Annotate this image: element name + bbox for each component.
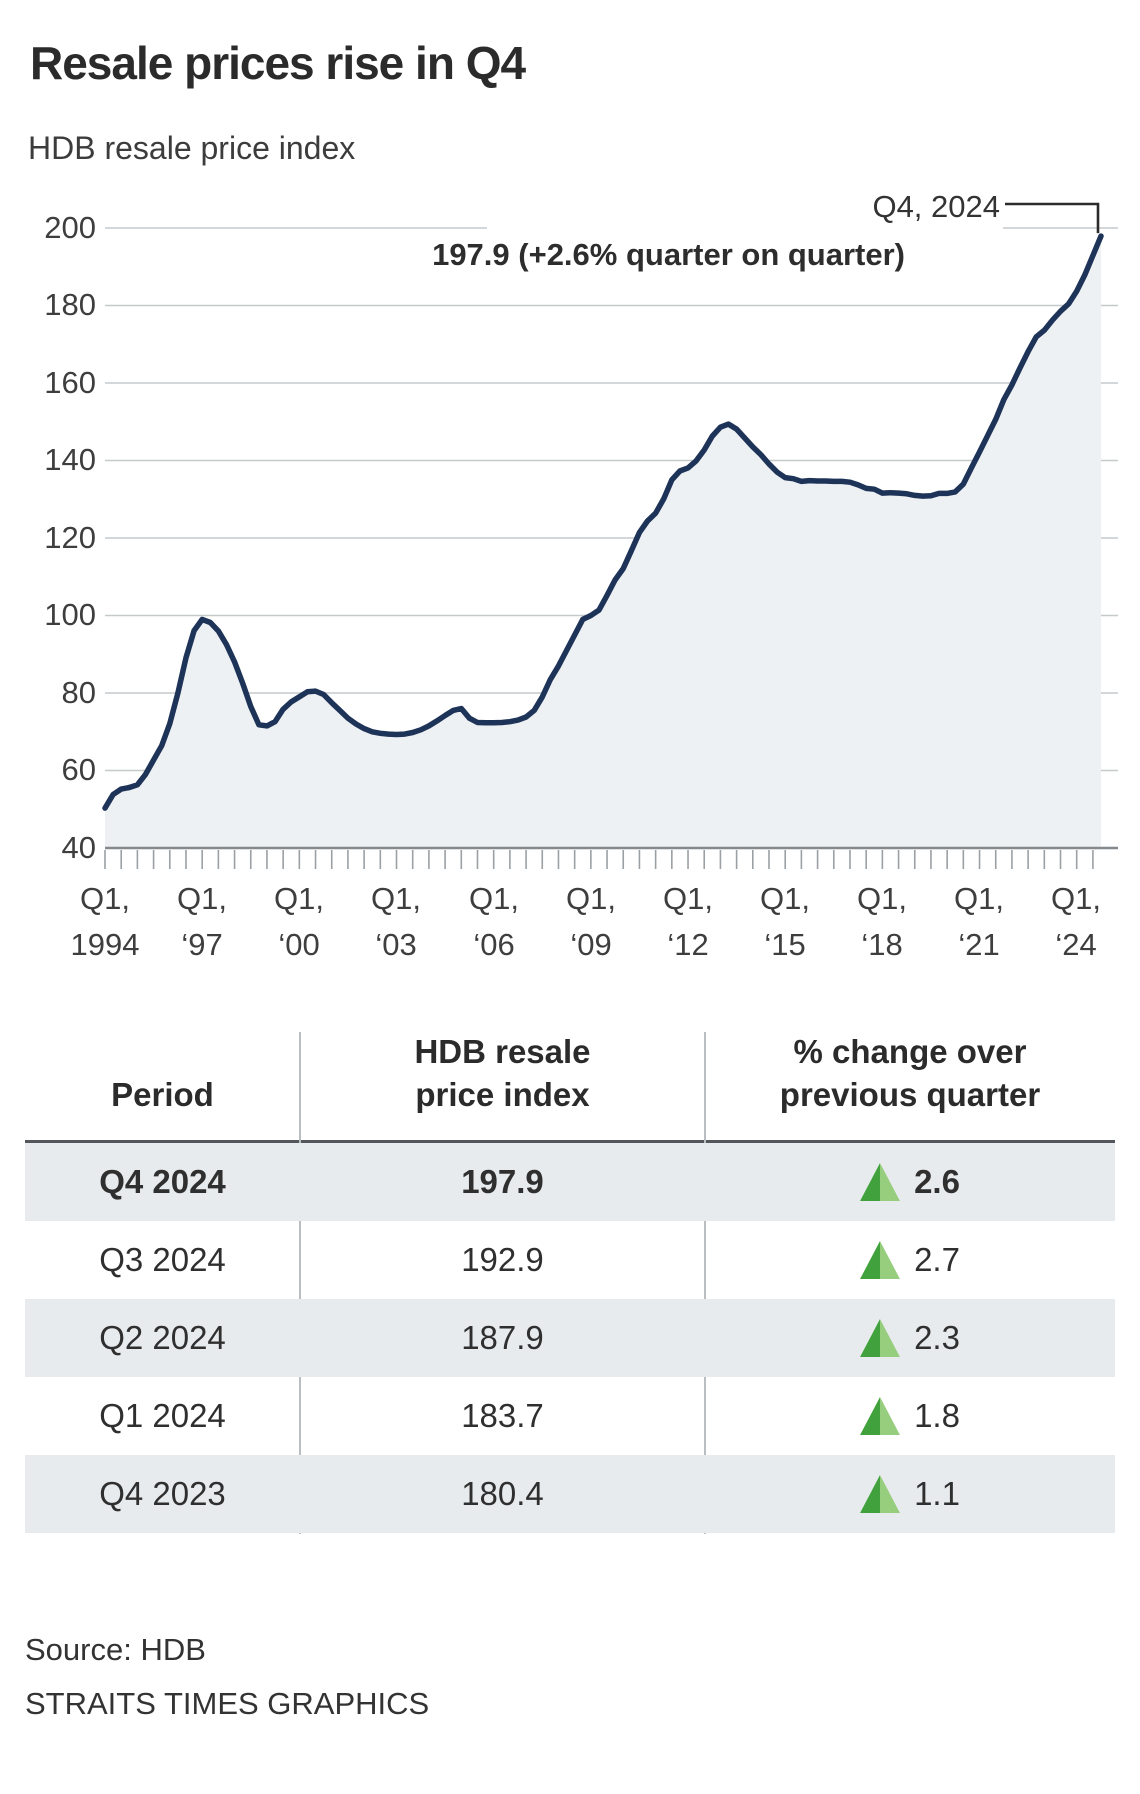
y-axis-label: 40: [61, 830, 96, 865]
y-axis-label: 60: [61, 752, 96, 787]
y-axis-label: 160: [44, 365, 96, 400]
table-column-divider: [299, 1032, 301, 1534]
table-row: Q1 2024 183.7 1.8: [99, 1397, 960, 1435]
y-axis-label: 200: [44, 210, 96, 245]
table-header-index: HDB resale price index: [414, 1033, 591, 1113]
table-column-divider: [704, 1032, 706, 1534]
annotation-value-label: 197.9 (+2.6% quarter on quarter): [424, 237, 905, 273]
annotation-quarter-label: Q4, 2024: [864, 189, 1000, 225]
up-triangle-icon: [860, 1475, 901, 1513]
y-axis-label: 120: [44, 520, 96, 555]
y-axis-label: 180: [44, 287, 96, 322]
y-axis-label: 80: [61, 675, 96, 710]
graphics-credit: STRAITS TIMES GRAPHICS: [25, 1686, 430, 1721]
table-header-change: % change over previous quarter: [779, 1033, 1041, 1113]
up-triangle-icon: [860, 1397, 901, 1435]
y-axis-label: 100: [44, 597, 96, 632]
x-axis-label: Q1, ‘97: [177, 881, 227, 962]
x-axis-label: Q1, ‘00: [274, 881, 324, 962]
page-title: Resale prices rise in Q4: [30, 37, 526, 89]
x-axis-label: Q1, ‘06: [469, 881, 519, 962]
source-credit: Source: HDB: [25, 1632, 206, 1667]
up-triangle-icon: [860, 1319, 901, 1357]
x-axis-label: Q1, ‘09: [566, 881, 616, 962]
table-row: Q3 2024 192.9 2.7: [99, 1241, 960, 1279]
x-axis-label: Q1, ‘03: [371, 881, 421, 962]
y-axis-label: 140: [44, 442, 96, 477]
x-axis-label: Q1, 1994: [70, 881, 140, 962]
up-triangle-icon: [860, 1241, 901, 1279]
line-chart-canvas: [102, 202, 1118, 869]
x-axis-label: Q1, ‘21: [954, 881, 1004, 962]
x-axis-label: Q1, ‘18: [857, 881, 907, 962]
table-row: Q4 2024 197.9 2.6: [25, 1143, 1115, 1221]
chart-subtitle: HDB resale price index: [28, 130, 356, 166]
x-axis-label: Q1, ‘24: [1051, 881, 1101, 962]
table-top-border: [25, 1140, 1115, 1143]
table-row: Q4 2023 180.4 1.1: [25, 1455, 1115, 1533]
x-axis-label: Q1, ‘15: [760, 881, 810, 962]
up-triangle-icon: [860, 1163, 901, 1201]
table-row: Q2 2024 187.9 2.3: [25, 1299, 1115, 1377]
table-header-period: Period: [111, 1076, 214, 1113]
x-axis-label: Q1, ‘12: [663, 881, 713, 962]
